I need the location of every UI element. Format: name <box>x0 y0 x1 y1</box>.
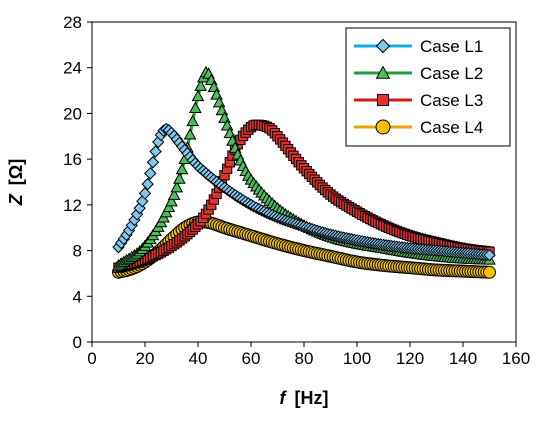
x-tick-label: 0 <box>87 349 96 368</box>
legend-entry: Case L3 <box>354 91 483 110</box>
data-point <box>149 145 162 158</box>
data-point <box>194 79 207 91</box>
legend-entry: Case L2 <box>354 64 483 83</box>
data-point <box>483 265 496 279</box>
data-point <box>186 114 200 127</box>
data-point <box>189 101 202 113</box>
tick-layer: 0 20 40 60 80 100 120 140 160 0 4 8 12 16 20 24 28 <box>63 13 530 368</box>
x-axis-symbol: f <box>279 388 287 408</box>
x-tick-label: 60 <box>242 349 261 368</box>
series-layer <box>112 65 496 279</box>
data-point <box>162 200 176 212</box>
y-axis-symbol: Z <box>6 193 26 206</box>
legend-entry: Case L4 <box>354 118 483 137</box>
x-tick-label: 80 <box>295 349 314 368</box>
y-axis-unit: [Ω] <box>6 159 26 185</box>
y-tick-label: 28 <box>63 13 82 32</box>
legend-label: Case L4 <box>420 118 483 137</box>
y-tick-label: 8 <box>73 242 82 261</box>
x-tick-label: 120 <box>396 349 424 368</box>
legend-label: Case L2 <box>420 64 483 83</box>
legend-marker <box>375 119 391 135</box>
legend-items: Case L1 Case L2 Case L3 Case L4 <box>354 37 483 137</box>
x-tick-label: 140 <box>449 349 477 368</box>
y-tick-label: 12 <box>63 196 82 215</box>
data-point <box>173 172 186 184</box>
y-tick-label: 4 <box>73 287 82 306</box>
data-point <box>191 89 205 102</box>
legend-entry: Case L1 <box>354 37 483 56</box>
data-point <box>138 187 152 200</box>
y-tick-label: 0 <box>73 333 82 352</box>
y-tick-label: 20 <box>63 104 82 123</box>
x-axis-title: f [Hz] <box>279 388 328 408</box>
x-tick-label: 20 <box>136 349 155 368</box>
data-point <box>141 177 154 191</box>
legend: Case L1 Case L2 Case L3 Case L4 <box>345 27 511 147</box>
series-case-l1 <box>112 122 496 262</box>
data-point <box>144 167 157 180</box>
data-point <box>165 194 178 207</box>
y-tick-label: 16 <box>63 150 82 169</box>
x-tick-label: 100 <box>343 349 371 368</box>
x-axis-unit: [Hz] <box>295 388 329 408</box>
legend-label: Case L1 <box>420 37 483 56</box>
data-point <box>146 156 160 169</box>
legend-marker <box>375 38 391 54</box>
legend-marker <box>375 65 391 79</box>
data-point <box>183 128 197 140</box>
legend-label: Case L3 <box>420 91 483 110</box>
data-point <box>167 188 181 200</box>
y-tick-label: 24 <box>63 59 82 78</box>
legend-marker <box>376 93 390 107</box>
data-point <box>170 180 184 193</box>
x-tick-label: 160 <box>502 349 530 368</box>
y-axis-title: Z [Ω] <box>6 159 26 206</box>
data-point <box>483 248 496 262</box>
data-point <box>175 162 189 175</box>
x-tick-label: 40 <box>189 349 208 368</box>
